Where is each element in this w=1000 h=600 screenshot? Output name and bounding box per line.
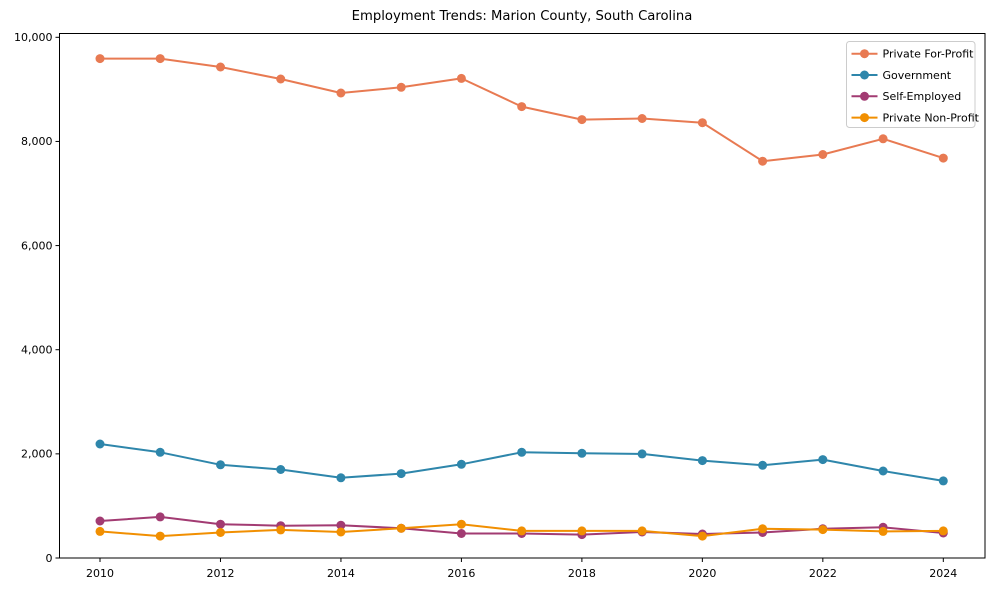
data-point-private-for-profit-2020 xyxy=(697,118,707,128)
legend-label-private-non-profit: Private Non-Profit xyxy=(883,111,980,124)
data-point-government-2014 xyxy=(336,473,346,483)
data-point-private-non-profit-2011 xyxy=(155,531,165,541)
data-point-private-for-profit-2024 xyxy=(938,153,948,163)
data-point-government-2013 xyxy=(276,465,286,474)
legend-label-government: Government xyxy=(883,69,952,82)
data-point-private-non-profit-2016 xyxy=(456,519,466,529)
x-tick-label: 2018 xyxy=(568,567,596,580)
data-point-private-for-profit-2021 xyxy=(758,156,768,166)
data-point-government-2016 xyxy=(456,459,466,469)
y-tick-label: 8,000 xyxy=(21,135,53,148)
data-point-private-non-profit-2021 xyxy=(758,524,768,534)
x-tick-label: 2024 xyxy=(929,567,957,580)
data-point-government-2010 xyxy=(95,439,105,449)
data-point-government-2023 xyxy=(878,466,888,476)
data-point-private-non-profit-2012 xyxy=(216,528,225,537)
legend-marker-private-for-profit xyxy=(860,49,869,59)
data-point-self-employed-2014 xyxy=(336,520,346,530)
x-tick-label: 2014 xyxy=(327,567,355,580)
data-point-private-for-profit-2010 xyxy=(95,54,105,64)
data-point-government-2015 xyxy=(396,469,406,479)
data-point-private-for-profit-2023 xyxy=(878,134,888,144)
plot-area: 0 2,000 4,000 6,000 8,000 10,000 2010 2012 2014 2… xyxy=(14,31,986,580)
data-point-private-non-profit-2024 xyxy=(938,526,948,536)
data-point-private-for-profit-2018 xyxy=(577,115,587,125)
data-point-self-employed-2010 xyxy=(95,516,105,526)
y-tick-label: 10,000 xyxy=(14,31,53,44)
data-point-private-for-profit-2014 xyxy=(336,88,346,98)
data-point-private-non-profit-2010 xyxy=(95,526,105,536)
data-point-private-non-profit-2020 xyxy=(697,531,707,541)
data-point-self-employed-2016 xyxy=(456,529,466,538)
data-point-self-employed-2012 xyxy=(216,519,225,529)
data-point-private-non-profit-2022 xyxy=(818,525,828,535)
data-point-government-2022 xyxy=(818,455,828,465)
data-point-government-2018 xyxy=(577,448,587,458)
data-point-private-for-profit-2013 xyxy=(276,74,286,84)
data-point-government-2017 xyxy=(517,447,527,457)
legend-label-private-for-profit: Private For-Profit xyxy=(883,48,975,61)
legend-label-self-employed: Self-Employed xyxy=(883,90,962,103)
x-tick-label: 2020 xyxy=(688,567,716,580)
legend-marker-self-employed xyxy=(860,91,869,101)
data-point-private-for-profit-2019 xyxy=(637,114,647,123)
data-point-self-employed-2011 xyxy=(155,512,165,522)
legend xyxy=(846,41,976,128)
data-point-private-non-profit-2017 xyxy=(517,526,527,536)
axes-spines xyxy=(59,33,986,559)
x-tick-label: 2022 xyxy=(809,567,837,580)
data-point-private-non-profit-2023 xyxy=(878,526,888,536)
data-point-private-non-profit-2018 xyxy=(577,526,587,536)
data-point-government-2021 xyxy=(758,460,768,470)
data-point-private-non-profit-2019 xyxy=(637,526,647,536)
data-point-private-non-profit-2014 xyxy=(336,527,346,537)
y-tick-label: 0 xyxy=(46,552,53,565)
data-point-private-non-profit-2013 xyxy=(276,525,286,535)
legend-marker-government xyxy=(860,70,869,80)
x-tick-label: 2012 xyxy=(206,567,234,580)
data-point-private-for-profit-2022 xyxy=(818,150,828,159)
data-point-private-for-profit-2012 xyxy=(216,62,225,72)
y-tick-label: 4,000 xyxy=(21,344,53,357)
x-tick-label: 2010 xyxy=(86,567,114,580)
data-point-private-for-profit-2011 xyxy=(155,54,165,64)
y-tick-label: 2,000 xyxy=(21,448,53,461)
data-point-private-for-profit-2017 xyxy=(517,102,527,112)
legend-marker-private-non-profit xyxy=(860,113,869,123)
data-point-government-2011 xyxy=(155,447,165,457)
data-point-government-2012 xyxy=(216,460,225,470)
x-tick-label: 2016 xyxy=(447,567,475,580)
data-point-private-non-profit-2015 xyxy=(396,523,406,533)
data-point-government-2024 xyxy=(938,476,948,486)
data-point-private-for-profit-2016 xyxy=(456,73,466,83)
data-point-private-for-profit-2015 xyxy=(396,82,406,92)
data-point-government-2020 xyxy=(697,456,707,466)
chart-title: Employment Trends: Marion County, South … xyxy=(352,9,693,24)
y-tick-label: 6,000 xyxy=(21,239,53,252)
data-point-government-2019 xyxy=(637,449,647,459)
